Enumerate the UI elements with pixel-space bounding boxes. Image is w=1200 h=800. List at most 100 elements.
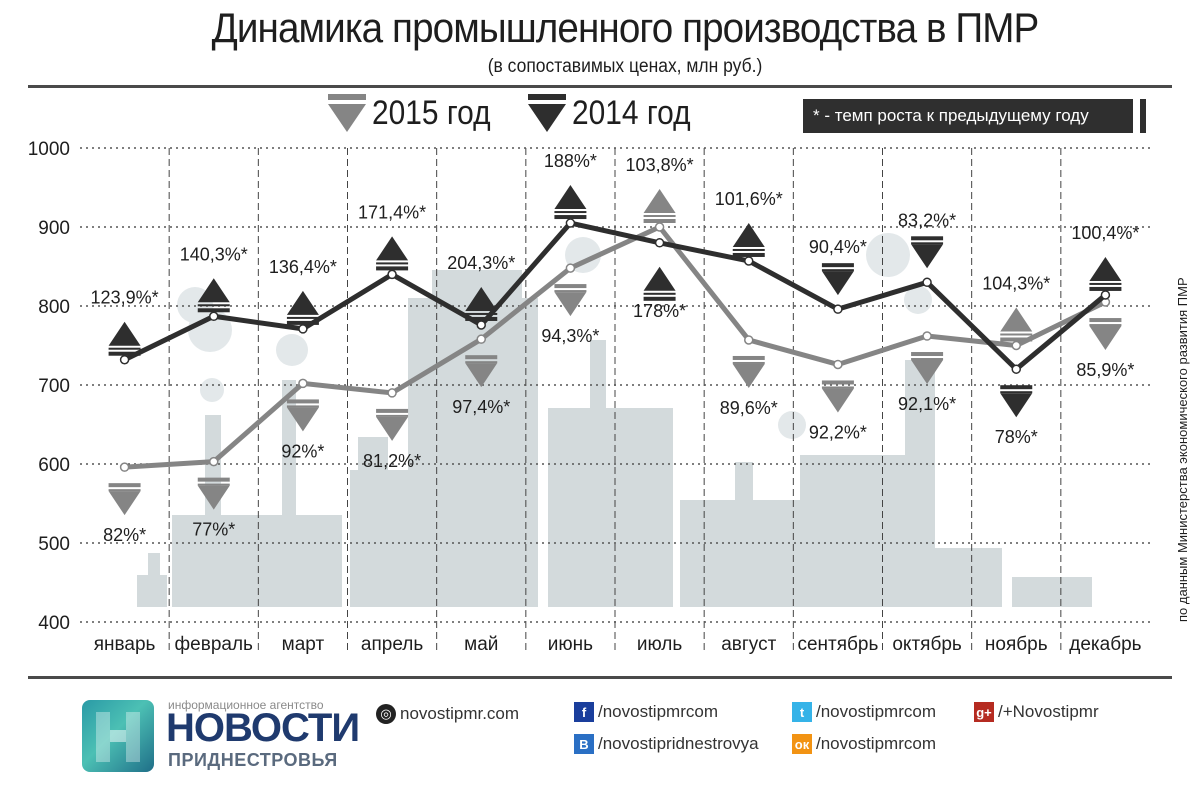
triangle-down-icon (821, 271, 854, 296)
series-2014-point (654, 238, 665, 248)
growth-marker-2014: 100,4%* (1071, 223, 1139, 291)
factory-building (680, 500, 800, 607)
y-tick-label: 400 (38, 613, 70, 634)
growth-marker-2015: 92,2%* (809, 380, 867, 442)
triangle-cap (197, 304, 230, 307)
series-2014-point (744, 256, 754, 266)
triangle-cap (1000, 333, 1033, 336)
vk-icon: В (574, 734, 594, 754)
triangle-cap (643, 296, 676, 301)
growth-label-2014: 204,3%* (447, 253, 515, 273)
source-note: по данным Министерства экономического ра… (1175, 277, 1190, 622)
smoke-cloud (778, 411, 806, 439)
growth-marker-2014: 204,3%* (447, 253, 515, 321)
triangle-down-icon (376, 416, 409, 441)
triangle-cap (197, 308, 230, 313)
triangle-cap (821, 263, 854, 268)
logo-mark-icon (82, 700, 154, 772)
growth-label-2015: 92%* (281, 441, 324, 461)
factory-building (148, 553, 160, 575)
smoke-cloud (200, 378, 224, 402)
growth-marker-2014: 171,4%* (358, 202, 426, 271)
series-2014-point (476, 320, 486, 330)
series-2014-point (1100, 290, 1111, 300)
series-2014-point (119, 354, 130, 365)
x-tick-label: декабрь (1069, 634, 1141, 655)
triangle-cap (1089, 282, 1122, 285)
y-tick-label: 900 (38, 218, 70, 239)
triangle-cap (1089, 324, 1122, 327)
y-tick-label: 600 (38, 455, 70, 476)
growth-label-2015: 81,2%* (363, 451, 421, 471)
triangle-cap (821, 386, 854, 389)
y-tick-label: 700 (38, 376, 70, 397)
triangle-cap (465, 312, 498, 315)
googleplus-icon: g+ (974, 702, 994, 722)
triangle-down-icon (1000, 393, 1033, 418)
growth-marker-2014: 101,6%* (715, 189, 783, 257)
growth-label-2015: 97,4%* (452, 397, 510, 417)
triangle-up-icon (643, 189, 676, 213)
twitter-link[interactable]: t /novostipmrcom (792, 702, 936, 722)
triangle-cap (911, 236, 944, 241)
triangle-cap (1089, 318, 1122, 323)
growth-marker-2015: 89,6%* (720, 355, 778, 418)
triangle-cap (376, 266, 409, 271)
triangle-cap (732, 248, 765, 251)
legend-2015-label: 2015 год (372, 93, 491, 132)
growth-label-2014: 136,4%* (269, 257, 337, 277)
legend-2014: 2014 год (526, 92, 707, 134)
legend-2015: 2015 год (326, 92, 507, 134)
series-2014-line (122, 220, 1108, 372)
triangle-cap (376, 408, 409, 413)
x-tick-label: июль (637, 634, 683, 655)
triangle-cap (108, 483, 141, 488)
triangle-down-icon (328, 94, 366, 132)
factory-building (590, 340, 606, 410)
series-2015-point (833, 359, 843, 370)
factory-building (137, 575, 167, 607)
triangle-down-icon (108, 491, 141, 516)
series-2014-point (922, 277, 932, 288)
x-tick-label: март (282, 634, 325, 655)
x-tick-label: сентябрь (797, 634, 878, 655)
triangle-cap (643, 292, 676, 295)
googleplus-link[interactable]: g+ /+Novostipmr (974, 702, 1099, 722)
growth-marker-2014: 90,4%* (809, 237, 867, 296)
triangle-cap (197, 477, 230, 482)
growth-label-2015: 94,3%* (541, 326, 599, 346)
series-2014-point (1011, 364, 1021, 374)
logo-subtitle: ПРИДНЕСТРОВЬЯ (168, 750, 338, 770)
factory-building (1012, 577, 1092, 607)
odnoklassniki-link[interactable]: ок /novostipmrcom (792, 734, 936, 754)
series-2015-point (387, 388, 397, 398)
triangle-down-icon (528, 94, 566, 132)
growth-marker-2015: 81,2%* (363, 408, 421, 471)
series-2015-point (1011, 340, 1021, 351)
site-link[interactable]: ◎ novostipmr.com (376, 704, 519, 724)
series-2014-point (565, 218, 576, 228)
triangle-up-icon (1000, 307, 1033, 332)
triangle-cap (465, 316, 498, 321)
triangle-cap (465, 355, 498, 360)
growth-label-2014: 90,4%* (809, 237, 867, 257)
series-2015-line (122, 224, 1108, 470)
x-tick-label: июнь (548, 634, 593, 655)
growth-label-2015: 82%* (103, 525, 146, 545)
globe-icon: ◎ (376, 704, 396, 724)
note-accent-bar (1140, 99, 1146, 133)
growth-marker-2015: 77%* (192, 477, 235, 540)
growth-label-2014: 78%* (995, 427, 1038, 447)
vk-link[interactable]: В /novostipridnestrovya (574, 734, 759, 754)
facebook-link[interactable]: f /novostipmrcom (574, 702, 718, 722)
triangle-up-icon (732, 222, 765, 247)
triangle-down-icon (286, 407, 319, 432)
growth-label-2015: 103,8%* (626, 155, 694, 175)
series-2014-point (387, 269, 397, 280)
y-tick-label: 800 (38, 297, 70, 318)
growth-label-2014: 140,3%* (180, 244, 248, 264)
growth-marker-2014: 123,9%* (91, 288, 159, 356)
triangle-cap (286, 316, 319, 319)
triangle-cap (554, 290, 587, 293)
factory-building (262, 515, 342, 607)
